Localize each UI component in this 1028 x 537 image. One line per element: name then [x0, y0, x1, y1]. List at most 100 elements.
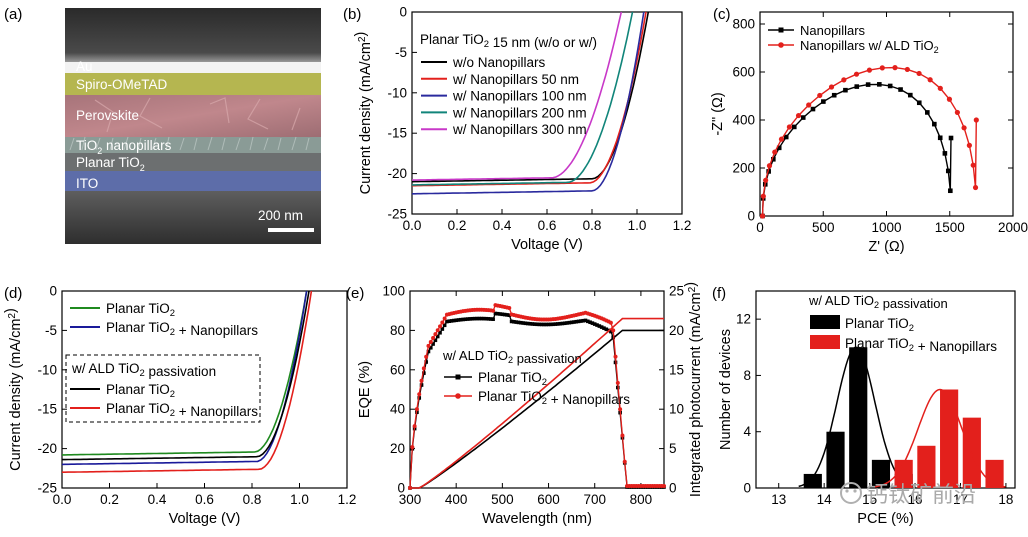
x-tick-label: 0.8 [243, 492, 262, 507]
scalebar [268, 228, 314, 232]
y-tick-label: 12 [736, 312, 751, 327]
y-tick-label: 8 [743, 368, 751, 383]
nyquist-point [853, 71, 860, 77]
nyquist-point [828, 84, 835, 90]
plot-frame [409, 290, 665, 489]
eqe-point [431, 342, 435, 346]
nyquist-point [877, 82, 882, 87]
nyquist-point [831, 92, 837, 98]
y-tick-label: 20 [390, 441, 405, 456]
eqe-point [604, 327, 609, 332]
text-part: Planar TiO [106, 301, 170, 316]
legend-title-f: w/ ALD TiO2 passivation [808, 293, 948, 311]
eqe-point [586, 319, 590, 324]
eqe-point [477, 316, 482, 321]
eqe-point [555, 322, 560, 326]
histogram-bar-0 [849, 347, 868, 488]
eqe-point [560, 321, 565, 326]
text-part: Nanopillars w/ ALD TiO [800, 38, 934, 53]
text-part: w/ ALD TiO [442, 348, 508, 363]
eqe-point [618, 407, 623, 412]
eqe-point [422, 371, 426, 375]
nyquist-point [961, 125, 967, 131]
scalebar-label: 200 nm [258, 208, 303, 223]
text-part: -Z" (Ω) [710, 92, 726, 135]
y-tick-label: 0 [747, 209, 755, 224]
x-tick-label: 0.0 [53, 492, 72, 507]
eqe-point [433, 338, 438, 343]
eqe-point [449, 319, 454, 323]
eqe-point [583, 318, 588, 323]
legend-label-d: Planar TiO2 + Nanopillars [106, 401, 258, 419]
layer-label-spiro: Spiro-OMeTAD [76, 77, 168, 92]
eqe-point [608, 320, 613, 325]
eqe-point [438, 324, 443, 329]
gaussian-fit-0 [798, 346, 914, 488]
eqe-point [424, 354, 429, 359]
text-part: EQE (%) [357, 361, 373, 418]
text-part: 2 [874, 300, 879, 310]
eqe-point [567, 320, 572, 325]
x-tick-label: 13 [771, 492, 786, 507]
y-tick-label: 200 [732, 161, 755, 176]
eqe-point [421, 366, 426, 371]
nyquist-point [937, 135, 943, 141]
text-part: + Nanopillars [914, 339, 997, 354]
gaussian-fit-1 [874, 388, 1006, 488]
y-tick-label: -25 [387, 207, 407, 222]
text-part: 2 [934, 45, 939, 55]
legend-title-b: Planar TiO2 15 nm (w/o or w/) [420, 32, 597, 50]
text-part: w/ ALD TiO [808, 293, 874, 308]
text-part: 2 [909, 323, 914, 334]
nyquist-point [817, 92, 823, 99]
y-tick-label: -15 [387, 126, 407, 141]
eqe-point [435, 328, 440, 333]
y2-tick-label: 5 [669, 441, 677, 456]
x-axis-label: PCE (%) [857, 511, 913, 527]
nyquist-point [932, 121, 937, 127]
eqe-point [459, 317, 463, 322]
x-tick-label: 1500 [935, 220, 965, 235]
layer-au-edge [65, 62, 321, 73]
y-axis-label: -Z" (Ω) [710, 92, 726, 135]
text-part: Number of devices [718, 329, 734, 450]
y2-tick-label: 15 [669, 362, 684, 377]
x-tick-label: 14 [817, 492, 833, 507]
y2-tick-label: 20 [669, 323, 684, 338]
y-tick-label: 800 [732, 17, 755, 32]
x-tick-label: 500 [812, 220, 835, 235]
eqe-point [549, 322, 553, 327]
eqe-point [507, 306, 512, 311]
x-tick-label: 1.2 [338, 492, 357, 507]
y-tick-label: 40 [390, 402, 405, 417]
legend-label-f: Planar TiO2 + Nanopillars [845, 336, 997, 354]
y2-tick-label: 10 [669, 402, 684, 417]
nyquist-point [916, 70, 922, 77]
eqe-point [442, 323, 447, 328]
eqe-point [428, 339, 433, 344]
perovskite-grain-texture [94, 97, 301, 133]
panel-c: 0 500 1000 1500 2000 0 200 400 600 800 Z' (Ω) -Z" (… [710, 6, 1028, 255]
x-tick-label: 0.2 [448, 218, 467, 233]
nyquist-point [898, 87, 903, 92]
eqe-point [551, 322, 555, 327]
layer-spiro [65, 73, 321, 95]
text-part: 2 [484, 39, 489, 50]
legend-label-b: w/ Nanopillars 200 nm [452, 105, 587, 120]
eqe-point [615, 380, 620, 385]
eqe-point [493, 311, 498, 316]
panel-tag: (f) [712, 285, 726, 302]
nyquist-point [760, 193, 766, 199]
text-part: Integrated photocurrent (mA/cm [688, 292, 704, 497]
nyquist-point [865, 82, 871, 87]
eqe-point [523, 321, 528, 326]
y-tick-label: 80 [390, 323, 405, 338]
text-part: + Nanopillars [175, 323, 258, 338]
legend-marker-c [778, 27, 784, 33]
eqe-point [588, 320, 592, 325]
legend-label-b: w/ Nanopillars 100 nm [452, 89, 587, 104]
x-tick-label: 1.2 [673, 218, 692, 233]
text-part: Current density (mA/cm [8, 319, 24, 471]
layer-label-perovskite: Perovskite [76, 108, 139, 123]
y-tick-label: 0 [743, 481, 751, 496]
